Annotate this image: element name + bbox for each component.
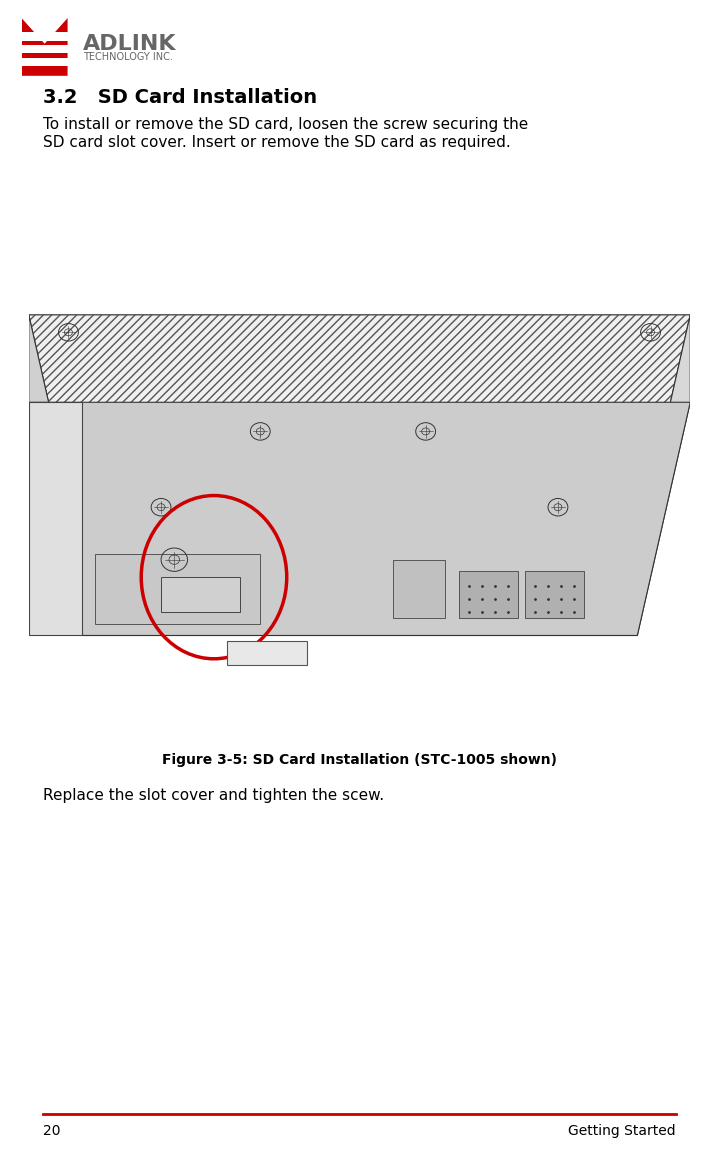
Bar (459, 571, 518, 618)
Polygon shape (29, 315, 690, 548)
Text: ADLINK: ADLINK (83, 34, 176, 55)
Polygon shape (22, 17, 68, 76)
Text: Replace the slot cover and tighten the scew.: Replace the slot cover and tighten the s… (43, 788, 384, 802)
Text: TECHNOLOGY INC.: TECHNOLOGY INC. (83, 52, 173, 62)
Bar (525, 571, 585, 618)
Polygon shape (82, 548, 637, 635)
Bar (29, 402, 82, 635)
Bar (22, 33, 68, 41)
Text: Figure 3-5: SD Card Installation (STC-1005 shown): Figure 3-5: SD Card Installation (STC-10… (162, 753, 557, 767)
Polygon shape (637, 315, 690, 635)
Polygon shape (227, 641, 306, 665)
Bar (95, 554, 260, 624)
Polygon shape (29, 315, 82, 635)
Text: 20: 20 (43, 1124, 60, 1138)
Bar (22, 58, 68, 66)
Polygon shape (29, 402, 690, 635)
Bar (161, 577, 240, 612)
Bar (393, 560, 446, 618)
Bar (22, 45, 68, 54)
Text: To install or remove the SD card, loosen the screw securing the: To install or remove the SD card, loosen… (43, 118, 528, 132)
Text: Getting Started: Getting Started (568, 1124, 676, 1138)
Text: 3.2   SD Card Installation: 3.2 SD Card Installation (43, 89, 317, 107)
Text: SD card slot cover. Insert or remove the SD card as required.: SD card slot cover. Insert or remove the… (43, 135, 511, 149)
